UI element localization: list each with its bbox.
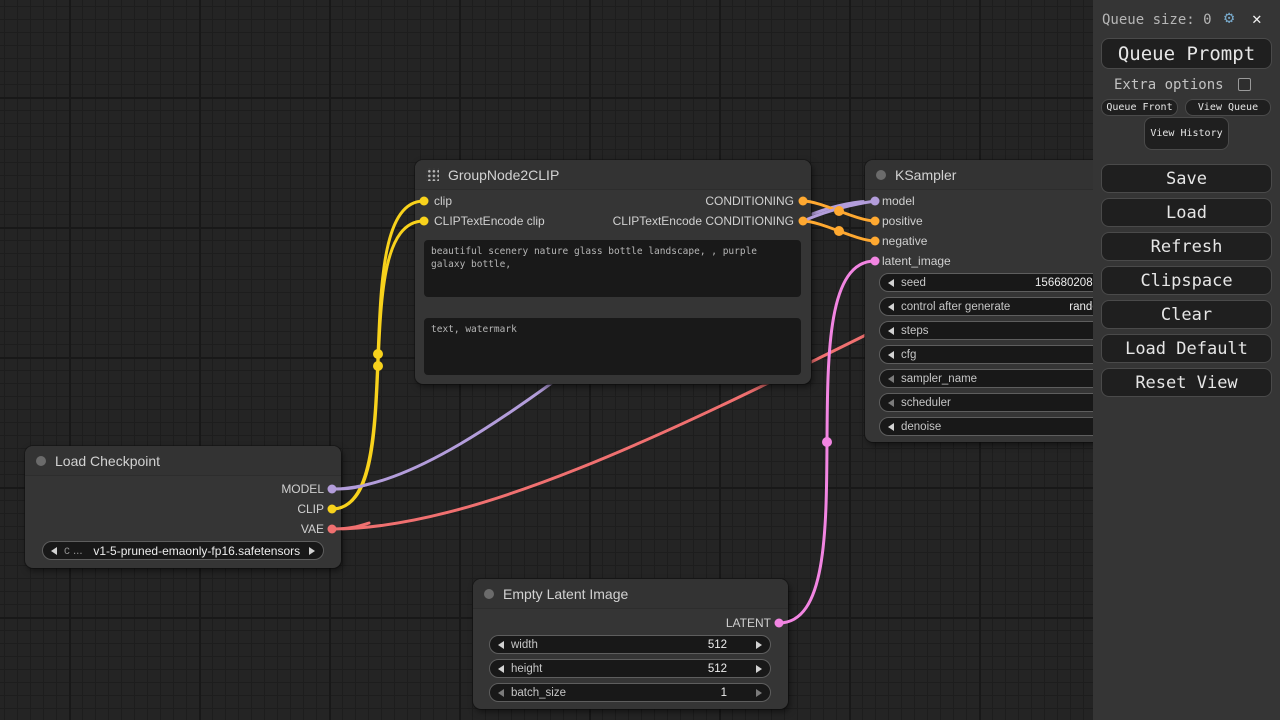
- widget-value: 512: [707, 638, 727, 651]
- widget-value: 1566802087: [1035, 276, 1099, 289]
- widget-scheduler[interactable]: scheduler: [879, 393, 1121, 412]
- decrement-arrow-icon[interactable]: [498, 664, 504, 673]
- load-default-button[interactable]: Load Default: [1101, 334, 1272, 363]
- widget-value: v1-5-pruned-emaonly-fp16.safetensors: [93, 543, 301, 558]
- widget-label: batch_size: [511, 686, 566, 699]
- decrement-arrow-icon[interactable]: [498, 640, 504, 649]
- node-load-checkpoint[interactable]: Load Checkpoint MODEL CLIP VAE c ... v1-…: [25, 446, 341, 568]
- node-ksampler-header[interactable]: KSampler: [865, 160, 1135, 190]
- decrement-arrow-icon[interactable]: [888, 398, 894, 407]
- negative-prompt-textarea[interactable]: text, watermark: [424, 318, 801, 375]
- node-load-checkpoint-header[interactable]: Load Checkpoint: [25, 446, 341, 476]
- collapse-dot-icon: [876, 169, 886, 180]
- widget-height[interactable]: height 512: [489, 659, 771, 678]
- widget-label: width: [511, 638, 538, 651]
- decrement-arrow-icon[interactable]: [888, 374, 894, 383]
- extra-options-checkbox[interactable]: [1238, 78, 1251, 91]
- increment-arrow-icon[interactable]: [756, 664, 762, 673]
- refresh-button[interactable]: Refresh: [1101, 232, 1272, 261]
- input-label-negative: negative: [882, 234, 928, 248]
- widget-label: sampler_name: [901, 372, 978, 385]
- group-node-icon: [426, 168, 439, 181]
- decrement-arrow-icon[interactable]: [498, 688, 504, 697]
- output-label-model: MODEL: [281, 482, 324, 496]
- clipspace-button[interactable]: Clipspace: [1101, 266, 1272, 295]
- queue-size-label: Queue size: 0: [1102, 12, 1212, 28]
- widget-label: seed: [901, 276, 926, 289]
- input-label-latent-image: latent_image: [882, 254, 951, 268]
- node-groupnode2clip-header[interactable]: GroupNode2CLIP: [415, 160, 811, 190]
- settings-gear-icon[interactable]: ⚙: [1224, 8, 1235, 28]
- widget-ckpt-name[interactable]: c ... v1-5-pruned-emaonly-fp16.safetenso…: [42, 541, 324, 560]
- node-ksampler[interactable]: KSampler model positive negative latent_…: [865, 160, 1135, 442]
- decrement-arrow-icon[interactable]: [888, 422, 894, 431]
- node-title: Load Checkpoint: [55, 452, 161, 469]
- input-label-positive: positive: [882, 214, 923, 228]
- load-button[interactable]: Load: [1101, 198, 1272, 227]
- widget-control-after-generate[interactable]: control after generate randomize: [879, 297, 1123, 316]
- widget-label: height: [511, 662, 543, 675]
- widget-value: 512: [707, 662, 727, 675]
- node-title: Empty Latent Image: [503, 585, 629, 602]
- node-empty-latent-image[interactable]: Empty Latent Image LATENT width 512 heig…: [473, 579, 788, 709]
- clear-button[interactable]: Clear: [1101, 300, 1272, 329]
- node-title: GroupNode2CLIP: [448, 166, 560, 183]
- input-label-cliptextencode-clip: CLIPTextEncode clip: [434, 214, 545, 228]
- output-label-latent: LATENT: [725, 616, 771, 630]
- input-label-clip: clip: [434, 194, 453, 208]
- node-groupnode2clip[interactable]: GroupNode2CLIP clip CLIPTextEncode clip …: [415, 160, 811, 384]
- widget-denoise[interactable]: denoise: [879, 417, 1121, 436]
- widget-cfg[interactable]: cfg: [879, 345, 1121, 364]
- queue-front-button[interactable]: Queue Front: [1101, 99, 1178, 116]
- next-option-arrow-icon[interactable]: [309, 546, 315, 555]
- comfy-menu: Queue size: 0 ⚙ ✕ Queue Prompt Extra opt…: [1093, 0, 1280, 720]
- decrement-arrow-icon[interactable]: [888, 350, 894, 359]
- positive-prompt-textarea[interactable]: beautiful scenery nature glass bottle la…: [424, 240, 801, 297]
- output-label-conditioning: CONDITIONING: [705, 194, 794, 208]
- prev-option-arrow-icon[interactable]: [51, 546, 57, 555]
- widget-label: control after generate: [901, 300, 1011, 313]
- collapse-dot-icon: [484, 588, 494, 599]
- input-label-model: model: [882, 194, 915, 208]
- extra-options-label: Extra options: [1114, 77, 1224, 93]
- save-button[interactable]: Save: [1101, 164, 1272, 193]
- widget-label: cfg: [901, 348, 917, 361]
- output-label-cliptextencode-conditioning: CLIPTextEncode CONDITIONING: [612, 214, 794, 228]
- widget-steps[interactable]: steps: [879, 321, 1121, 340]
- output-label-clip: CLIP: [297, 502, 324, 516]
- widget-sampler-name[interactable]: sampler_name: [879, 369, 1121, 388]
- widget-batch-size[interactable]: batch_size 1: [489, 683, 771, 702]
- widget-width[interactable]: width 512: [489, 635, 771, 654]
- view-queue-button[interactable]: View Queue: [1185, 99, 1271, 116]
- widget-label: steps: [901, 324, 929, 337]
- node-empty-latent-header[interactable]: Empty Latent Image: [473, 579, 788, 609]
- decrement-arrow-icon[interactable]: [888, 302, 894, 311]
- widget-label: denoise: [901, 420, 942, 433]
- increment-arrow-icon[interactable]: [756, 688, 762, 697]
- output-label-vae: VAE: [300, 522, 324, 536]
- close-icon[interactable]: ✕: [1252, 9, 1262, 28]
- node-title: KSampler: [895, 166, 957, 183]
- widget-value: 1: [720, 686, 727, 699]
- increment-arrow-icon[interactable]: [756, 640, 762, 649]
- reset-view-button[interactable]: Reset View: [1101, 368, 1272, 397]
- widget-seed[interactable]: seed 1566802087: [879, 273, 1121, 292]
- widget-label: c ...: [64, 544, 83, 557]
- view-history-button[interactable]: View History: [1144, 117, 1229, 150]
- collapse-dot-icon: [36, 455, 46, 466]
- decrement-arrow-icon[interactable]: [888, 326, 894, 335]
- widget-label: scheduler: [901, 396, 951, 409]
- queue-prompt-button[interactable]: Queue Prompt: [1101, 38, 1272, 69]
- decrement-arrow-icon[interactable]: [888, 278, 894, 287]
